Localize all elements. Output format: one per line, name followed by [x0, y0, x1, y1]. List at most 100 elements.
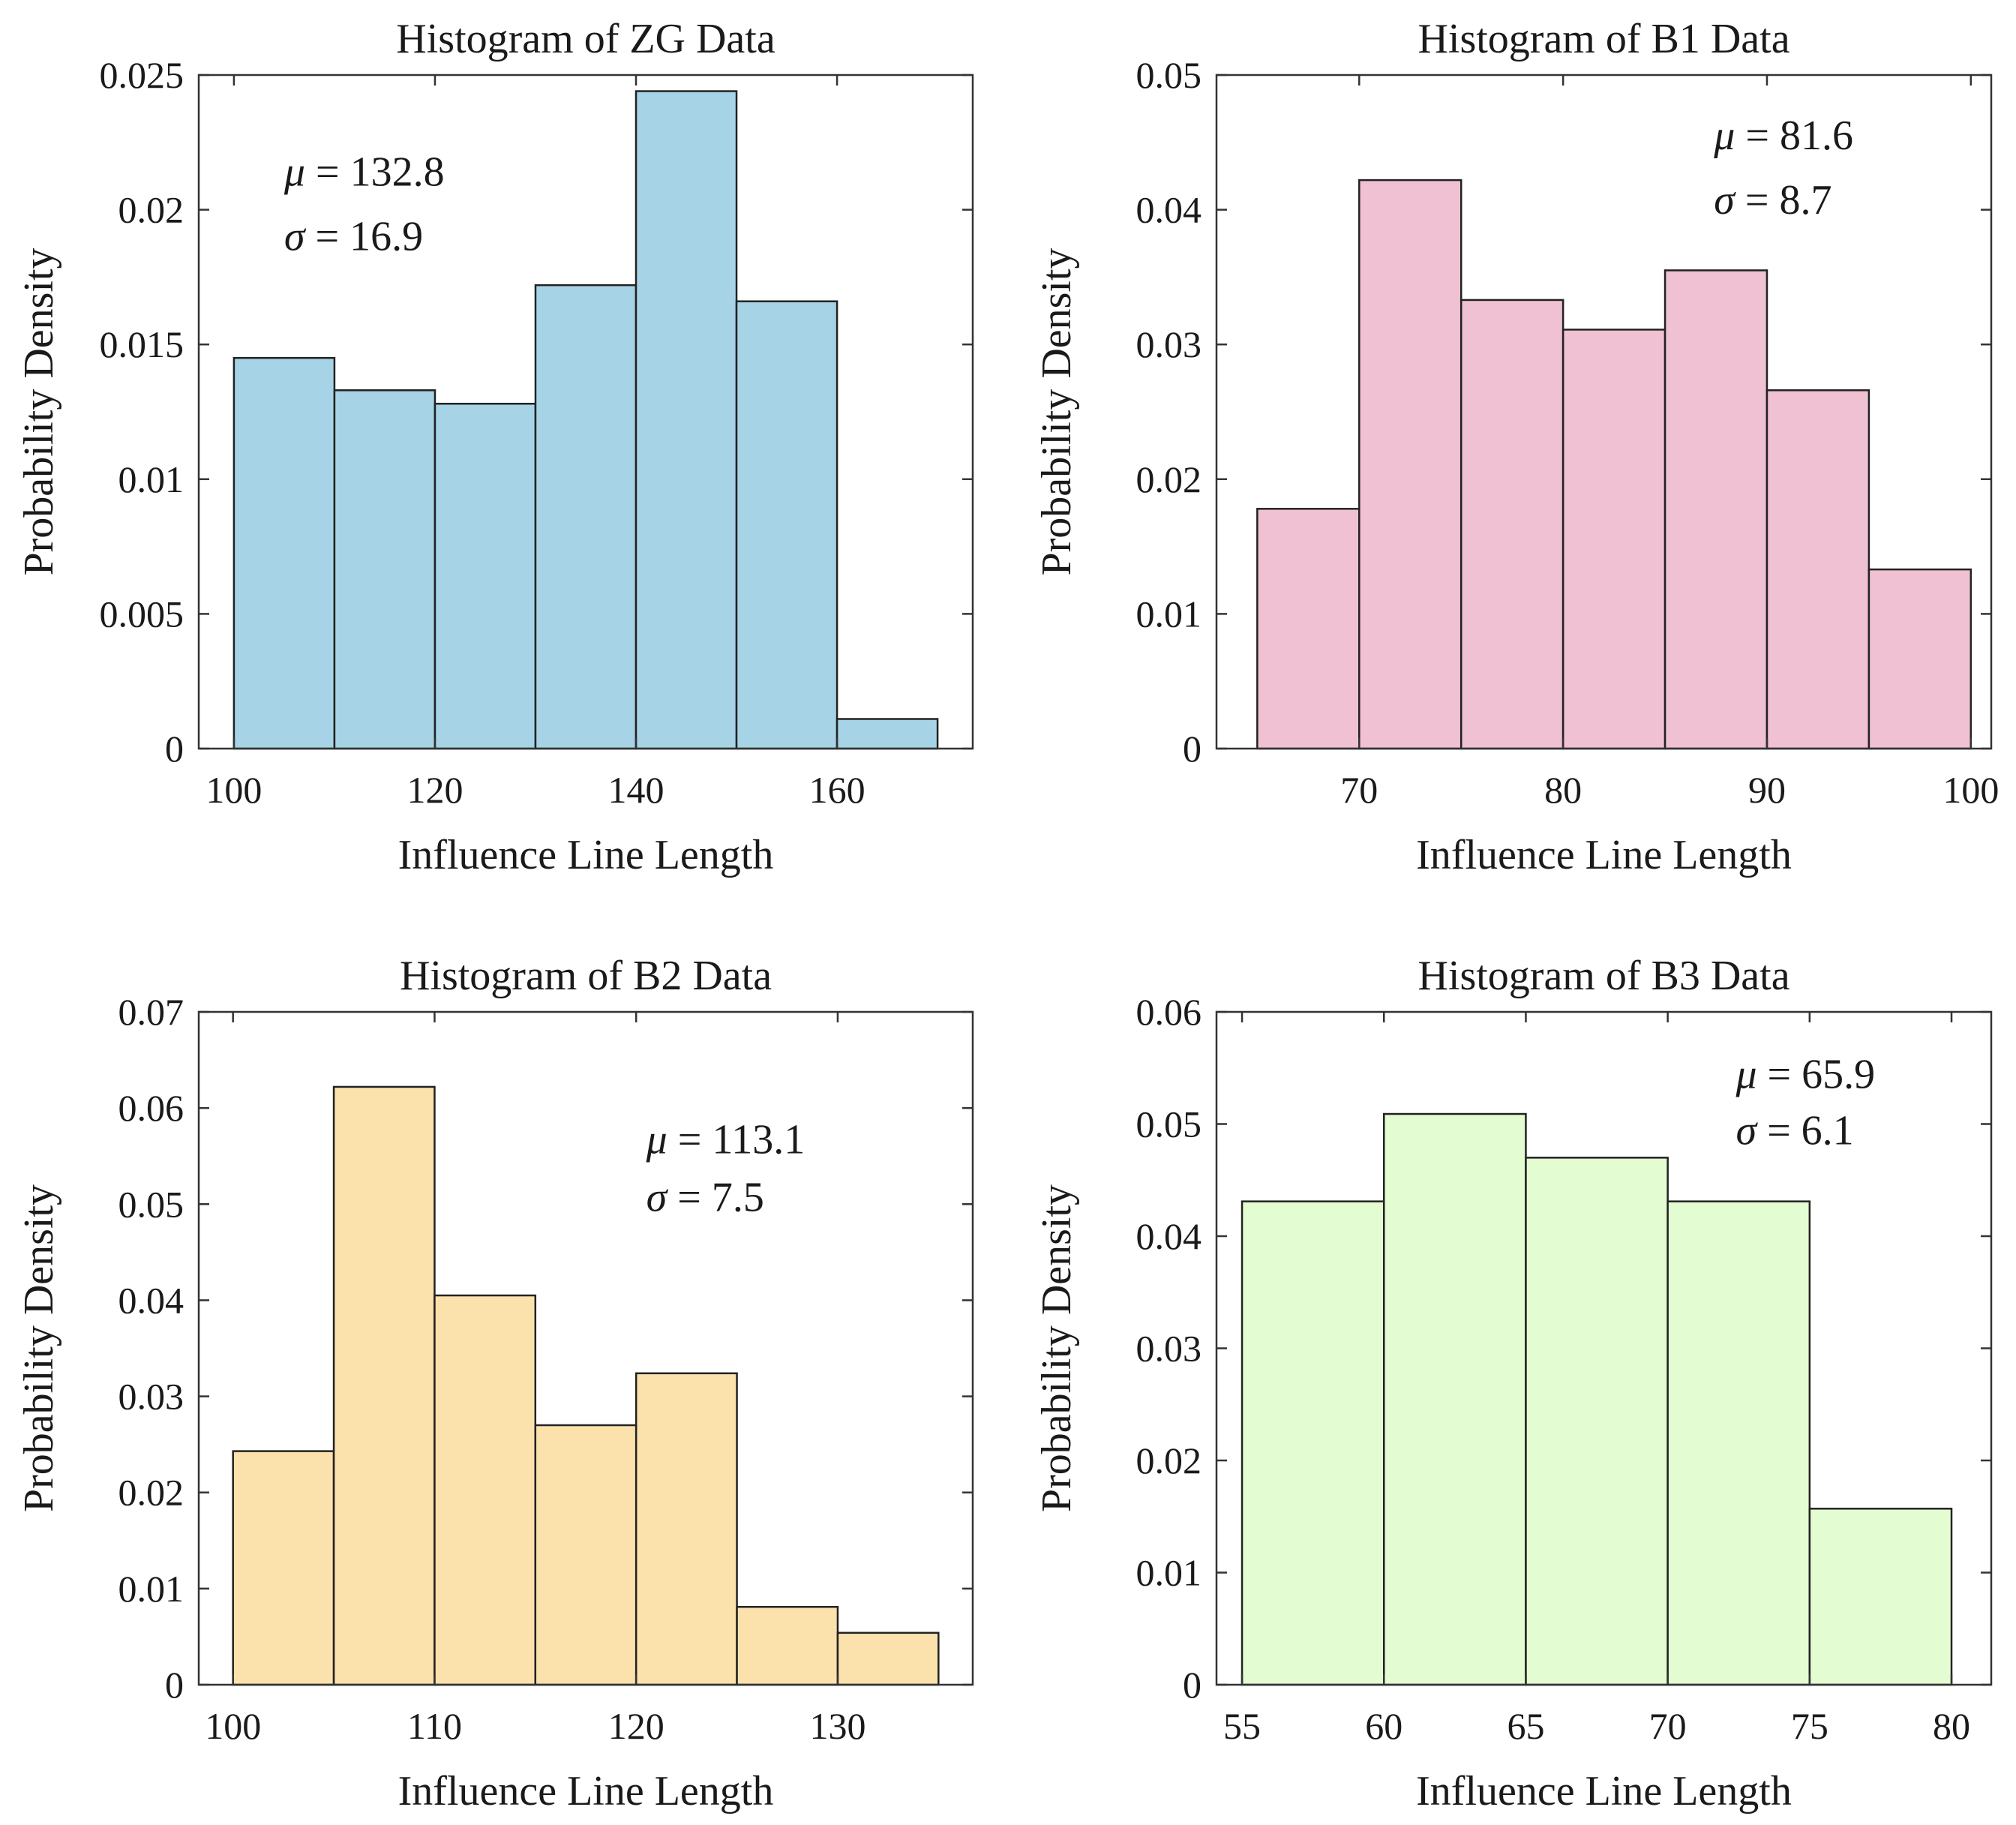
x-tick-label: 140 [608, 769, 664, 811]
x-axis-label: Influence Line Length [398, 832, 774, 878]
x-tick-label: 90 [1748, 769, 1786, 811]
histogram-bar [434, 1294, 537, 1686]
y-tick-label: 0.02 [1136, 458, 1202, 500]
y-tick-label: 0.015 [100, 323, 184, 365]
x-axis-label: Influence Line Length [1416, 1768, 1792, 1814]
stat-symbol: μ [646, 1116, 668, 1163]
plot-frame [197, 74, 974, 750]
histogram-bar [232, 356, 336, 750]
chart-title: Histogram of B3 Data [1418, 953, 1790, 999]
y-axis-label: Probability Density [16, 248, 62, 575]
x-tick-label: 110 [407, 1705, 462, 1747]
stat-value: = 65.9 [1757, 1052, 1876, 1098]
stat-symbol: σ [646, 1174, 669, 1220]
histogram-bar [736, 1605, 839, 1686]
x-tick-label: 160 [809, 769, 866, 811]
histogram-panel: 100 120 140 160 0 0.005 0.01 0.015 0.02 0.025 Hist… [16, 16, 974, 878]
y-tick-label: 0.06 [1136, 991, 1202, 1033]
std-annotation: σ = 8.7 [1714, 177, 1832, 224]
histogram-panel: 70 80 90 100 0 0.01 0.02 0.03 0.04 0.05 Histogram … [1034, 16, 1999, 878]
stat-value: = 113.1 [668, 1116, 806, 1163]
std-annotation: σ = 16.9 [284, 213, 423, 260]
y-tick-label: 0.03 [1136, 323, 1202, 365]
y-axis-label: Probability Density [16, 1184, 62, 1512]
histogram-bar [1868, 568, 1972, 750]
x-tick-label: 70 [1649, 1705, 1687, 1747]
histogram-bar [634, 1372, 738, 1686]
stat-symbol: σ [1714, 177, 1736, 224]
stat-value: = 132.8 [305, 149, 445, 195]
y-tick-label: 0.01 [1136, 593, 1202, 635]
chart-title: Histogram of B2 Data [400, 953, 772, 999]
histogram-bar [534, 1424, 638, 1686]
histogram-bar [1525, 1157, 1669, 1686]
histogram-bar [333, 389, 436, 750]
y-tick-label: 0.03 [1136, 1328, 1202, 1370]
y-tick-label: 0.01 [118, 458, 184, 500]
y-tick-label: 0 [165, 1664, 184, 1706]
x-axis-label: Influence Line Length [398, 1768, 774, 1814]
y-tick-label: 0.04 [118, 1279, 184, 1321]
y-tick-label: 0.06 [118, 1087, 184, 1129]
histogram-bar [735, 300, 838, 750]
histogram-bar [634, 90, 738, 750]
chart-title: Histogram of ZG Data [396, 16, 776, 62]
histogram-bar [1460, 299, 1564, 750]
y-tick-label: 0.05 [1136, 54, 1202, 96]
y-tick-label: 0.025 [100, 54, 184, 96]
y-tick-label: 0.03 [118, 1376, 184, 1418]
histogram-bar [1562, 329, 1666, 750]
chart-title: Histogram of B1 Data [1418, 16, 1790, 62]
y-tick-label: 0.01 [1136, 1552, 1202, 1594]
stat-value: = 7.5 [667, 1174, 764, 1220]
histogram-bar [332, 1085, 436, 1686]
y-tick-label: 0.02 [118, 189, 184, 231]
y-tick-label: 0.02 [118, 1472, 184, 1514]
y-axis-label: Probability Density [1034, 248, 1080, 575]
y-tick-label: 0.05 [1136, 1103, 1202, 1145]
y-axis-label: Probability Density [1034, 1184, 1080, 1512]
y-tick-label: 0 [1183, 1664, 1202, 1706]
mean-annotation: μ = 132.8 [284, 149, 445, 195]
x-tick-label: 70 [1340, 769, 1378, 811]
y-tick-label: 0.04 [1136, 1215, 1202, 1257]
histogram-bar [534, 284, 638, 750]
y-tick-label: 0.005 [100, 593, 184, 635]
stat-value: = 81.6 [1735, 113, 1853, 159]
stat-symbol: μ [284, 149, 305, 195]
histogram-bar [836, 718, 939, 750]
histogram-panel: 55 60 65 70 75 80 0 0.01 0.02 0.03 0.04 0.05 0.06 His… [1034, 953, 1993, 1814]
y-tick-label: 0.02 [1136, 1439, 1202, 1481]
mean-annotation: μ = 65.9 [1735, 1052, 1875, 1098]
x-tick-label: 75 [1791, 1705, 1828, 1747]
x-tick-label: 120 [406, 769, 463, 811]
histogram-bar [1808, 1508, 1953, 1686]
y-tick-label: 0 [1183, 728, 1202, 770]
std-annotation: σ = 7.5 [646, 1174, 764, 1220]
y-tick-label: 0.07 [118, 991, 184, 1033]
mean-annotation: μ = 81.6 [1713, 113, 1853, 159]
y-tick-label: 0.01 [118, 1568, 184, 1610]
x-tick-label: 100 [206, 769, 262, 811]
stat-value: = 8.7 [1735, 177, 1832, 224]
x-tick-label: 120 [608, 1705, 664, 1747]
stat-value: = 6.1 [1756, 1107, 1854, 1154]
histogram-bar [1382, 1112, 1527, 1686]
x-tick-label: 80 [1544, 769, 1582, 811]
plot-frame [1215, 74, 1993, 750]
stat-symbol: σ [1736, 1107, 1758, 1154]
stat-symbol: μ [1735, 1052, 1756, 1098]
y-tick-label: 0.05 [118, 1183, 184, 1225]
y-tick-label: 0 [165, 728, 184, 770]
x-tick-label: 100 [205, 1705, 261, 1747]
histogram-panel: 100 110 120 130 0 0.01 0.02 0.03 0.04 0.05 0.06 0.0… [16, 953, 974, 1814]
histogram-bar [1766, 389, 1870, 750]
x-tick-label: 100 [1942, 769, 1999, 811]
stat-symbol: σ [284, 213, 307, 260]
histogram-bar [1666, 1200, 1811, 1686]
histogram-bar [232, 1450, 335, 1686]
stat-symbol: μ [1713, 113, 1735, 159]
x-tick-label: 130 [809, 1705, 866, 1747]
histogram-bar [1664, 269, 1768, 750]
